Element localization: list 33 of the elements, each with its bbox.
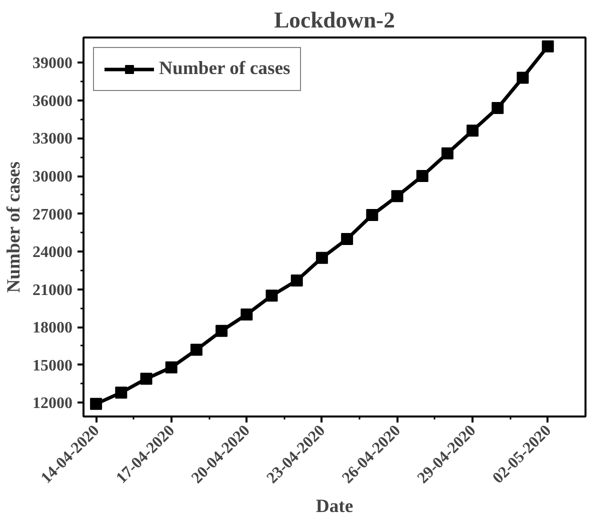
point [366,209,378,222]
y-tick-label: 24000 [32,244,72,262]
y-tick-label: 30000 [32,168,72,186]
point [466,124,479,137]
point [516,72,529,84]
chart-title: Lockdown-2 [274,8,395,32]
y-tick-label: 27000 [32,206,72,224]
y-tick-label: 36000 [32,92,72,110]
y-tick-label: 15000 [32,357,72,374]
point [542,40,554,52]
point [341,232,354,245]
point [190,344,202,356]
y-tick-label: 18000 [32,320,72,337]
point [290,274,303,287]
y-axis-title: Number of cases [4,162,24,293]
point [165,361,178,374]
point [140,372,152,385]
point [391,190,404,202]
point [316,252,328,264]
point [216,324,228,337]
point [441,147,454,160]
point [266,290,278,302]
y-tick-label: 21000 [32,282,72,299]
legend-label: Number of cases [159,58,290,80]
point [115,386,128,399]
point [240,308,253,321]
y-tick-label: 39000 [32,55,72,72]
y-tick-label: 12000 [32,395,72,412]
y-tick-label: 33000 [32,130,72,148]
x-axis-title: Date [316,496,354,518]
point [90,398,102,410]
point [416,170,428,182]
point [492,102,504,114]
